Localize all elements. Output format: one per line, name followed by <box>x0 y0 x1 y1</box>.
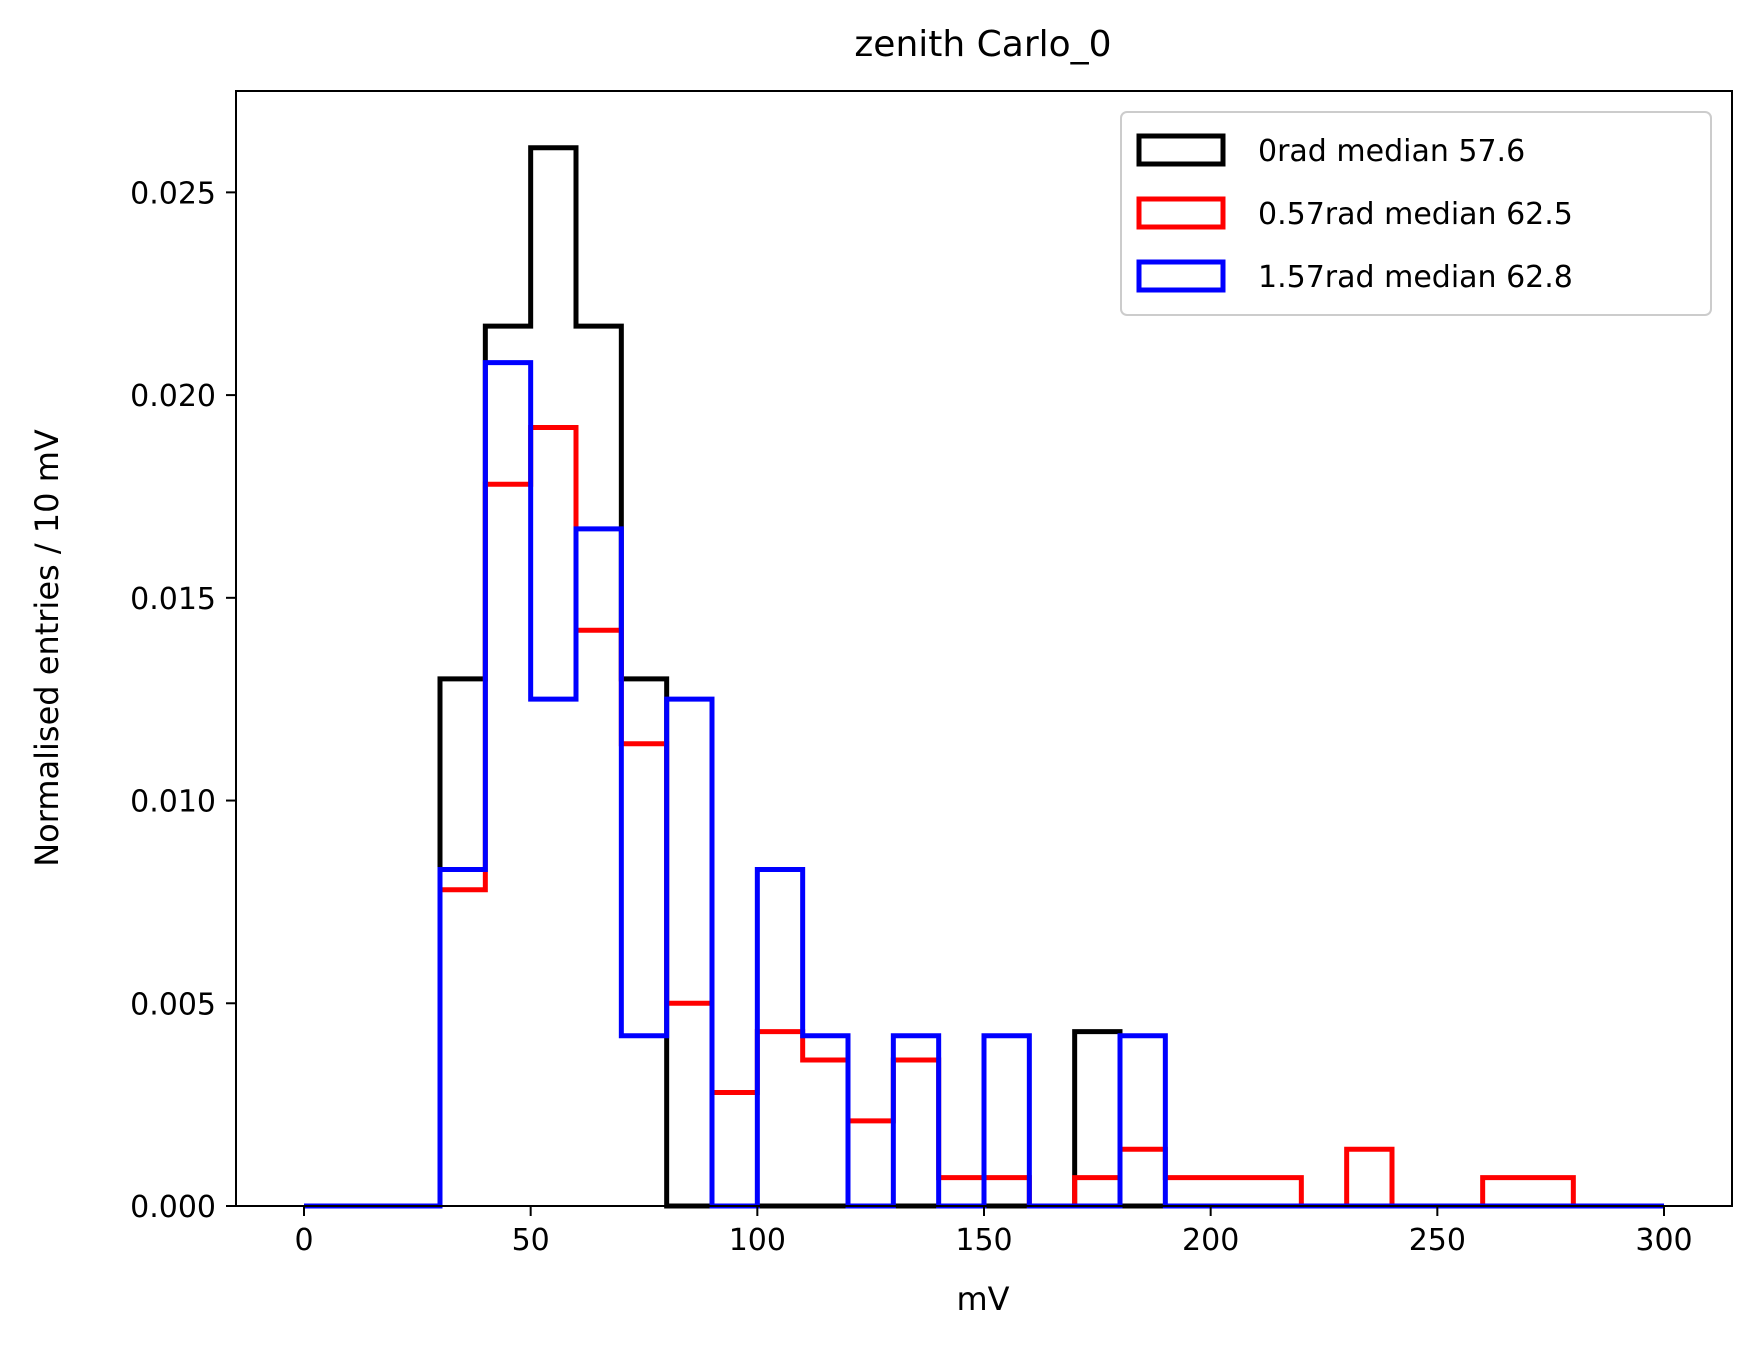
x-axis-label: mV <box>956 1280 1009 1318</box>
x-tick-label: 300 <box>1635 1223 1692 1258</box>
chart-title: zenith Carlo_0 <box>854 24 1111 65</box>
legend-label: 1.57rad median 62.8 <box>1258 260 1573 295</box>
legend-entry: 0.57rad median 62.5 <box>1136 196 1573 232</box>
legend-frame <box>1120 111 1712 316</box>
legend-swatch <box>1136 133 1226 167</box>
x-tick-label: 0 <box>294 1223 313 1258</box>
x-tick-label: 100 <box>729 1223 786 1258</box>
legend-swatch <box>1136 196 1226 230</box>
y-axis: 0.000 0.005 0.010 0.015 0.020 0.025 <box>130 176 236 1225</box>
y-tick-label: 0.025 <box>130 176 216 211</box>
y-tick-label: 0.015 <box>130 582 216 617</box>
y-axis-label: Normalised entries / 10 mV <box>28 429 66 867</box>
legend: 0rad median 57.6 0.57rad median 62.5 1.57r… <box>1120 111 1712 316</box>
legend-entries: 0rad median 57.6 0.57rad median 62.5 1.57r… <box>1136 133 1573 295</box>
y-tick-label: 0.020 <box>130 379 216 414</box>
series-3 <box>304 360 1664 1209</box>
x-tick-label: 150 <box>955 1223 1012 1258</box>
x-tick-label: 250 <box>1409 1223 1466 1258</box>
y-tick-label: 0.000 <box>130 1190 216 1225</box>
x-tick-label: 50 <box>512 1223 550 1258</box>
legend-label: 0.57rad median 62.5 <box>1258 197 1573 232</box>
legend-label: 0rad median 57.6 <box>1258 134 1525 169</box>
y-tick-label: 0.010 <box>130 785 216 820</box>
x-axis: 0 50 100 150 200 250 300 <box>294 1206 1693 1258</box>
x-tick-label: 200 <box>1182 1223 1239 1258</box>
legend-swatch <box>1136 259 1226 293</box>
legend-entry: 1.57rad median 62.8 <box>1136 259 1573 295</box>
legend-entry: 0rad median 57.6 <box>1136 133 1525 169</box>
y-tick-label: 0.005 <box>130 987 216 1022</box>
histogram-step-line <box>304 360 1664 1209</box>
